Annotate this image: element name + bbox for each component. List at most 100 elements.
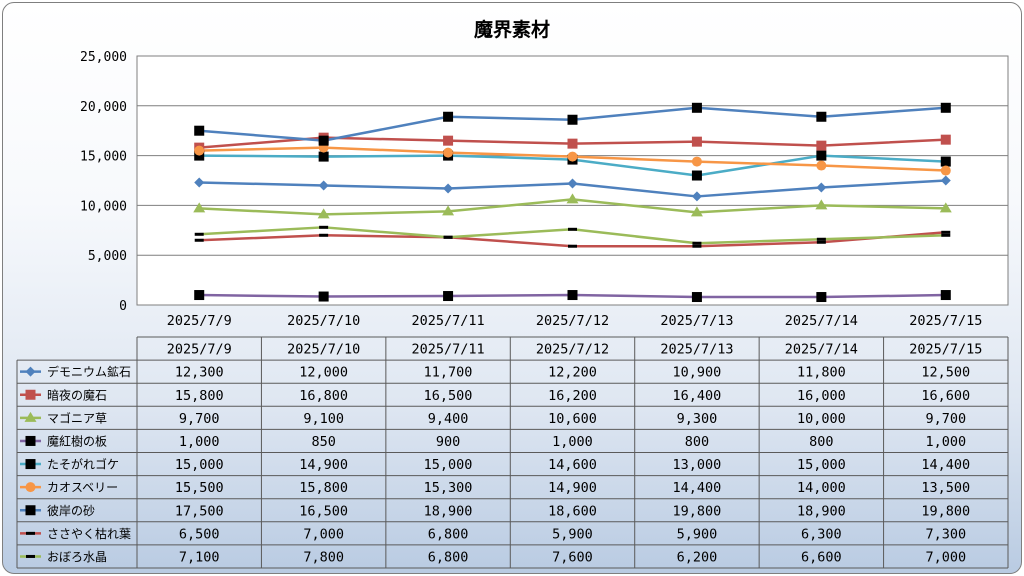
table-cell: 16,500 bbox=[299, 503, 348, 519]
table-cell: 6,500 bbox=[179, 526, 220, 542]
table-cell: 19,800 bbox=[921, 503, 970, 519]
table-cell: 11,800 bbox=[797, 365, 846, 381]
table-header-date: 2025/7/13 bbox=[660, 342, 733, 358]
table-cell: 15,000 bbox=[175, 457, 224, 473]
data-point bbox=[443, 147, 454, 158]
y-tick-label: 5,000 bbox=[88, 249, 127, 264]
table-cell: 5,900 bbox=[552, 526, 593, 542]
data-point bbox=[568, 244, 577, 248]
table-cell: 15,000 bbox=[424, 457, 473, 473]
data-point bbox=[940, 290, 951, 301]
table-cell: 1,000 bbox=[179, 434, 220, 450]
table-cell: 6,600 bbox=[801, 549, 842, 565]
data-point bbox=[816, 240, 826, 244]
data-point bbox=[692, 241, 702, 245]
data-point bbox=[194, 232, 204, 236]
data-point bbox=[443, 111, 454, 122]
data-point bbox=[691, 292, 702, 303]
table-cell: 18,600 bbox=[548, 503, 597, 519]
table-header-date: 2025/7/14 bbox=[785, 342, 858, 358]
table-cell: 17,500 bbox=[175, 503, 224, 519]
table-cell: 850 bbox=[311, 434, 335, 450]
data-point bbox=[443, 135, 454, 146]
y-tick-label: 20,000 bbox=[80, 100, 127, 115]
x-tick-label: 2025/7/13 bbox=[660, 313, 733, 329]
x-tick-label: 2025/7/11 bbox=[411, 313, 484, 329]
table-cell: 18,900 bbox=[424, 503, 473, 519]
data-point bbox=[443, 291, 454, 302]
data-point bbox=[194, 290, 205, 301]
table-cell: 9,400 bbox=[428, 411, 469, 427]
y-tick-label: 10,000 bbox=[80, 199, 127, 214]
legend-key-marker bbox=[24, 411, 37, 422]
table-cell: 16,800 bbox=[299, 388, 348, 404]
legend-key-marker bbox=[25, 482, 36, 493]
series-name: ささやく枯れ葉 bbox=[47, 526, 131, 541]
table-cell: 10,900 bbox=[673, 365, 722, 381]
data-point bbox=[319, 225, 329, 229]
series-name: マゴニア草 bbox=[47, 410, 107, 425]
table-cell: 13,000 bbox=[673, 457, 722, 473]
y-tick-label: 15,000 bbox=[80, 150, 127, 165]
table-cell: 14,600 bbox=[548, 457, 597, 473]
x-tick-label: 2025/7/14 bbox=[785, 313, 858, 329]
table-cell: 14,400 bbox=[921, 457, 970, 473]
data-point bbox=[194, 238, 204, 242]
table-cell: 6,800 bbox=[428, 549, 469, 565]
legend-key-marker bbox=[25, 366, 36, 377]
data-point bbox=[566, 193, 579, 204]
table-cell: 9,300 bbox=[677, 411, 718, 427]
data-point bbox=[940, 165, 951, 176]
series-name: カオスベリー bbox=[47, 481, 118, 495]
table-cell: 800 bbox=[809, 434, 833, 450]
table-cell: 16,200 bbox=[548, 388, 597, 404]
table-cell: 10,600 bbox=[548, 411, 597, 427]
table-cell: 7,100 bbox=[179, 549, 220, 565]
table-cell: 1,000 bbox=[925, 434, 966, 450]
table-cell: 900 bbox=[436, 434, 460, 450]
table-cell: 9,700 bbox=[179, 411, 220, 427]
data-point bbox=[691, 170, 702, 181]
data-point bbox=[940, 156, 951, 167]
table-cell: 15,800 bbox=[299, 480, 348, 496]
table-cell: 1,000 bbox=[552, 434, 593, 450]
chart: 魔界素材 0 5,000 10,000 15,000 20,000 25,000 2025… bbox=[16, 18, 1009, 569]
table-cell: 10,000 bbox=[797, 411, 846, 427]
table-cell: 7,600 bbox=[552, 549, 593, 565]
data-point bbox=[318, 291, 329, 302]
table-cell: 16,000 bbox=[797, 388, 846, 404]
table-cell: 16,500 bbox=[424, 388, 473, 404]
table-cell: 14,900 bbox=[548, 480, 597, 496]
table-cell: 14,000 bbox=[797, 480, 846, 496]
legend-key-marker bbox=[26, 531, 35, 535]
table-cell: 16,600 bbox=[921, 388, 970, 404]
table-cell: 800 bbox=[685, 434, 709, 450]
data-point bbox=[941, 233, 951, 237]
chart-title: 魔界素材 bbox=[474, 18, 550, 41]
data-point bbox=[442, 205, 455, 216]
data-point bbox=[940, 175, 951, 186]
data-point bbox=[690, 206, 703, 217]
table-cell: 15,000 bbox=[797, 457, 846, 473]
x-tick-label: 2025/7/15 bbox=[909, 313, 982, 329]
x-tick-label: 2025/7/9 bbox=[167, 313, 232, 329]
table-cell: 19,800 bbox=[673, 503, 722, 519]
table-cell: 7,300 bbox=[925, 526, 966, 542]
table-cell: 15,800 bbox=[175, 388, 224, 404]
data-point bbox=[816, 237, 826, 241]
y-tick-label: 0 bbox=[119, 299, 127, 314]
table-cell: 7,000 bbox=[303, 526, 344, 542]
data-point bbox=[940, 134, 951, 145]
data-point bbox=[319, 233, 329, 237]
table-cell: 7,000 bbox=[925, 549, 966, 565]
data-point bbox=[443, 235, 453, 239]
data-point bbox=[567, 138, 578, 149]
data-point bbox=[194, 145, 205, 156]
table-header-date: 2025/7/10 bbox=[287, 342, 360, 358]
table-cell: 15,500 bbox=[175, 480, 224, 496]
data-point bbox=[691, 136, 702, 147]
table-cell: 13,500 bbox=[921, 480, 970, 496]
table-cell: 5,900 bbox=[677, 526, 718, 542]
data-point bbox=[816, 160, 827, 171]
table-cell: 16,400 bbox=[673, 388, 722, 404]
